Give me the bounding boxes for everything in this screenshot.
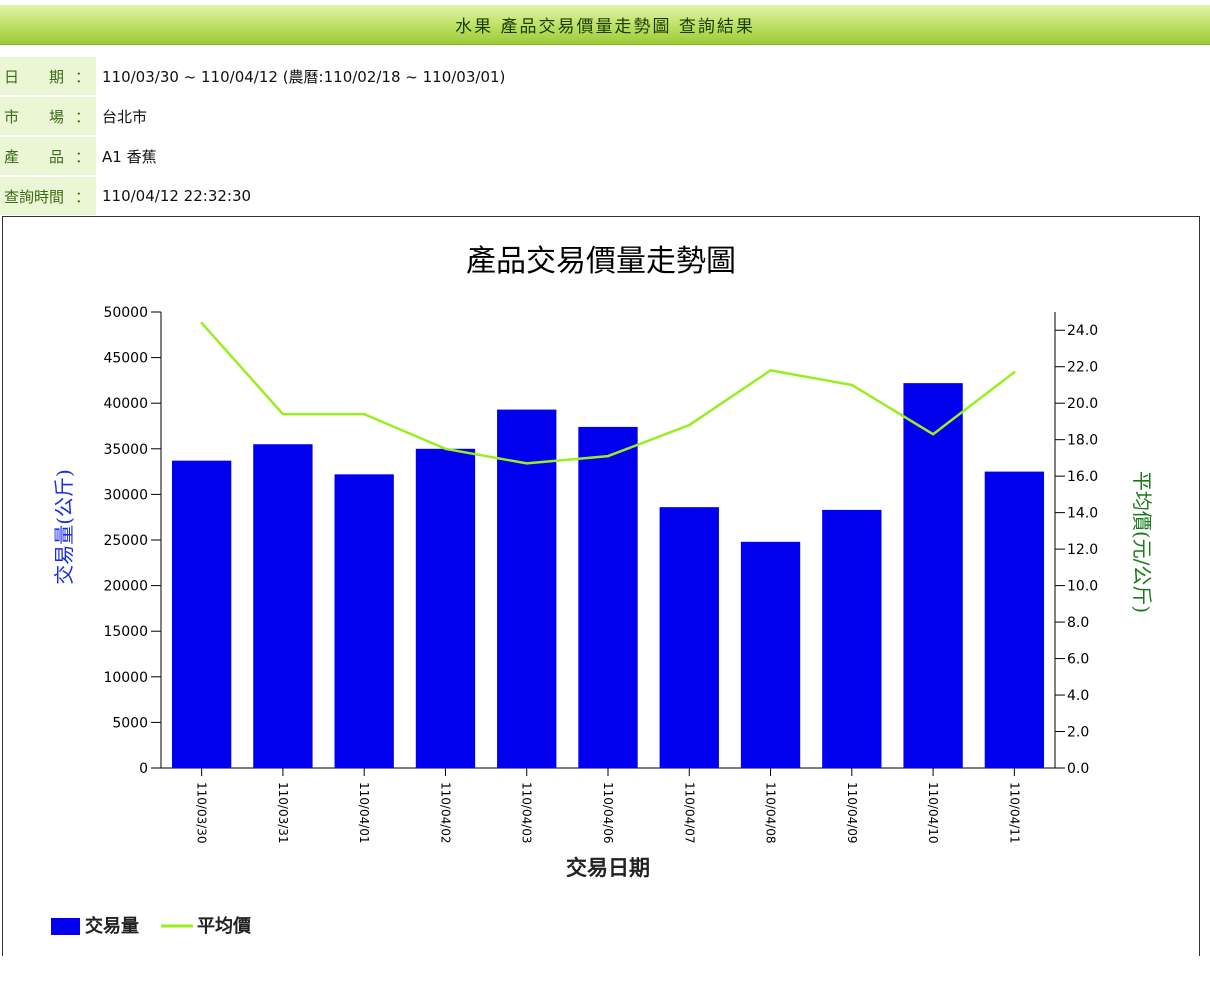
- y2-tick-label: 8.0: [1067, 615, 1089, 631]
- chart-svg: 產品交易價量走勢圖 0 5000 10000 15000 20000 25000 30000…: [51, 244, 1154, 937]
- bar: [740, 541, 801, 768]
- product-label-text: 產 品: [4, 147, 65, 166]
- bar: [578, 426, 638, 768]
- y-axis-label: 交易量(公斤): [52, 469, 76, 585]
- y2-tick-label: 4.0: [1067, 688, 1089, 704]
- x-tick-label: 110/04/10: [926, 782, 940, 844]
- price-point: [200, 321, 203, 325]
- y2-tick-label: 16.0: [1067, 469, 1098, 485]
- price-point: [850, 383, 854, 387]
- bar: [415, 448, 476, 768]
- date-label-text: 日 期: [4, 67, 65, 86]
- y-tick-label: 15000: [103, 624, 148, 640]
- x-tick-label: 110/04/06: [601, 782, 615, 844]
- date-value: 110/03/30 ~ 110/04/12 (農曆:110/02/18 ~ 11…: [102, 67, 506, 86]
- info-row-market: 市 場 ： 台北市: [0, 97, 700, 135]
- market-label: 市 場 ：: [0, 97, 96, 135]
- info-row-query-time: 查詢時間 ： 110/04/12 22:32:30: [0, 177, 700, 215]
- x-tick-label: 110/04/07: [682, 782, 696, 844]
- y-tick-label: 20000: [103, 579, 148, 595]
- bar: [497, 409, 557, 768]
- query-time-label-text: 查詢時間: [4, 187, 65, 206]
- y-tick-label: 40000: [103, 396, 148, 412]
- price-point: [1013, 370, 1016, 374]
- x-tick-label: 110/04/11: [1007, 782, 1021, 844]
- y2-tick-label: 24.0: [1067, 323, 1098, 339]
- x-tick-label: 110/04/01: [357, 782, 371, 844]
- query-time-value: 110/04/12 22:32:30: [102, 187, 252, 205]
- y-tick-label: 5000: [112, 715, 148, 731]
- chart-title: 產品交易價量走勢圖: [466, 244, 736, 279]
- y-tick-label: 25000: [103, 533, 148, 549]
- y-tick-label: 45000: [103, 351, 148, 367]
- product-label: 產 品 ：: [0, 137, 96, 175]
- bar: [903, 383, 963, 768]
- info-row-date: 日 期 ： 110/03/30 ~ 110/04/12 (農曆:110/02/18…: [0, 57, 700, 95]
- price-point: [525, 462, 528, 465]
- bar: [171, 460, 232, 768]
- price-point: [444, 447, 447, 450]
- colon: ：: [74, 187, 90, 206]
- legend-label-price: 平均價: [197, 915, 252, 937]
- bar: [659, 507, 719, 768]
- query-time-label: 查詢時間 ：: [0, 177, 96, 215]
- price-point: [931, 433, 935, 436]
- y2-tick-label: 12.0: [1067, 542, 1098, 558]
- x-tick-label: 110/03/30: [195, 782, 209, 844]
- market-label-text: 市 場: [4, 107, 65, 126]
- info-row-product: 產 品 ： A1 香蕉: [0, 137, 700, 175]
- y2-tick-label: 0.0: [1067, 761, 1089, 777]
- legend-swatch-volume: [51, 918, 80, 935]
- y2-tick-label: 2.0: [1067, 725, 1089, 741]
- chart-container: 產品交易價量走勢圖 0 5000 10000 15000 20000 25000 30000…: [2, 216, 1200, 956]
- price-point: [688, 423, 691, 427]
- y-tick-label: 35000: [103, 442, 148, 458]
- page-title: 水果 產品交易價量走勢圖 查詢結果: [0, 5, 1210, 45]
- y-tick-label: 30000: [103, 487, 148, 503]
- market-value: 台北市: [102, 107, 148, 126]
- colon: ：: [74, 67, 90, 86]
- y-tick-label: 0: [139, 761, 148, 777]
- price-point: [769, 369, 772, 372]
- y2-tick-label: 10.0: [1067, 579, 1098, 595]
- price-point: [362, 412, 366, 416]
- x-tick-label: 110/04/09: [845, 782, 859, 844]
- bar: [984, 471, 1045, 768]
- price-point: [606, 454, 610, 458]
- legend-label-volume: 交易量: [85, 915, 139, 937]
- x-axis-label: 交易日期: [566, 855, 650, 880]
- y2-tick-label: 22.0: [1067, 360, 1098, 376]
- y2-axis-label: 平均價(元/公斤): [1130, 471, 1154, 613]
- y2-tick-label: 18.0: [1067, 433, 1098, 449]
- product-value: A1 香蕉: [102, 147, 157, 166]
- colon: ：: [74, 147, 90, 166]
- x-tick-label: 110/03/31: [276, 782, 290, 844]
- x-tick-label: 110/04/03: [520, 782, 534, 844]
- colon: ：: [74, 107, 90, 126]
- y-tick-label: 50000: [103, 305, 148, 321]
- bar: [822, 509, 882, 768]
- date-label: 日 期 ：: [0, 57, 96, 95]
- price-point: [281, 412, 285, 416]
- y2-tick-label: 14.0: [1067, 506, 1098, 522]
- bar: [334, 474, 394, 768]
- y2-tick-label: 20.0: [1067, 396, 1098, 412]
- bar: [253, 444, 313, 768]
- legend: 交易量 平均價: [51, 915, 252, 937]
- y-tick-label: 10000: [103, 670, 148, 686]
- x-tick-label: 110/04/02: [438, 782, 452, 844]
- x-tick-label: 110/04/08: [764, 782, 778, 844]
- y2-tick-label: 6.0: [1067, 652, 1089, 668]
